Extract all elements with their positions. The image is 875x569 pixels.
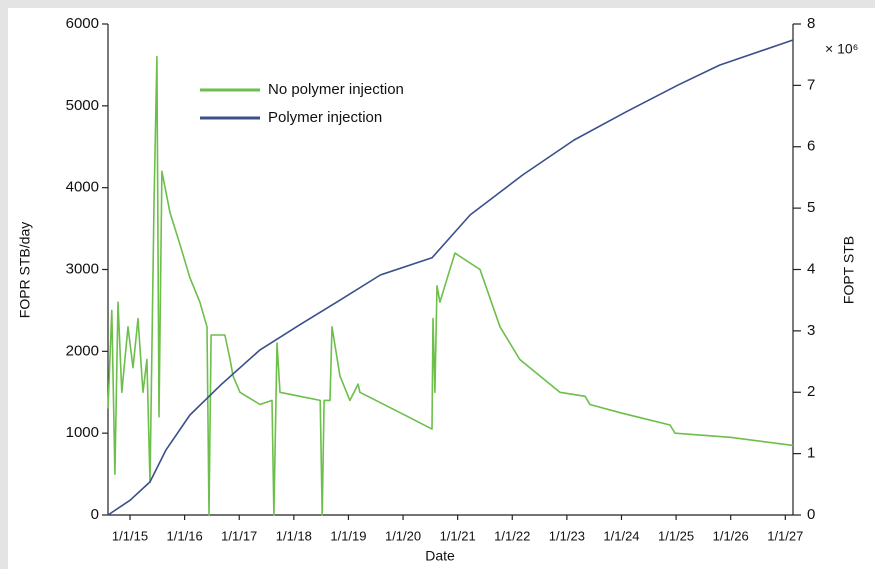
y-tick-label: 4000 bbox=[66, 179, 99, 196]
data-line bbox=[107, 39, 794, 516]
legend-label: No polymer injection bbox=[268, 81, 404, 98]
legend-label: Polymer injection bbox=[268, 109, 382, 126]
x-tick-label: 1/1/19 bbox=[330, 528, 366, 543]
y-tick-label: 3000 bbox=[66, 260, 99, 277]
x-tick-label: 1/1/21 bbox=[440, 528, 476, 543]
y-tick-label: 5000 bbox=[66, 97, 99, 114]
data-line bbox=[107, 55, 794, 516]
y-tick-label: 1000 bbox=[66, 424, 99, 441]
y2-tick-label: 7 bbox=[807, 76, 815, 93]
x-tick-label: 1/1/24 bbox=[603, 528, 639, 543]
x-tick-label: 1/1/20 bbox=[385, 528, 421, 543]
x-tick-label: 1/1/17 bbox=[221, 528, 257, 543]
y2-tick-label: 4 bbox=[807, 260, 815, 277]
plot-area: 0 1000 2000 3000 4000 5000 6000 0 1 2 3 4 5 6 7 8 1/1/15… bbox=[66, 15, 816, 543]
y2-tick-label: 2 bbox=[807, 383, 815, 400]
x-tick-label: 1/1/25 bbox=[658, 528, 694, 543]
x-tick-label: 1/1/23 bbox=[549, 528, 585, 543]
y-tick-label: 0 bbox=[91, 506, 99, 523]
y-tick-label: 2000 bbox=[66, 342, 99, 359]
y2-tick-label: 0 bbox=[807, 506, 815, 523]
y2-axis-label: FOPT STB bbox=[841, 236, 857, 304]
y2-tick-label: 1 bbox=[807, 445, 815, 462]
x-tick-label: 1/1/26 bbox=[713, 528, 749, 543]
y2-tick-label: 3 bbox=[807, 322, 815, 339]
y-axis-label: FOPR STB/day bbox=[17, 222, 33, 318]
y2-multiplier: × 10⁶ bbox=[825, 41, 858, 57]
y-tick-label: 6000 bbox=[66, 15, 99, 32]
y2-tick-label: 8 bbox=[807, 15, 815, 32]
x-tick-label: 1/1/27 bbox=[767, 528, 803, 543]
x-tick-label: 1/1/16 bbox=[167, 528, 203, 543]
x-tick-label: 1/1/18 bbox=[276, 528, 312, 543]
y2-tick-label: 5 bbox=[807, 199, 815, 216]
background bbox=[8, 8, 875, 569]
y2-tick-label: 6 bbox=[807, 138, 815, 155]
x-tick-label: 1/1/15 bbox=[112, 528, 148, 543]
x-axis-label: Date bbox=[425, 548, 455, 564]
x-tick-label: 1/1/22 bbox=[494, 528, 530, 543]
